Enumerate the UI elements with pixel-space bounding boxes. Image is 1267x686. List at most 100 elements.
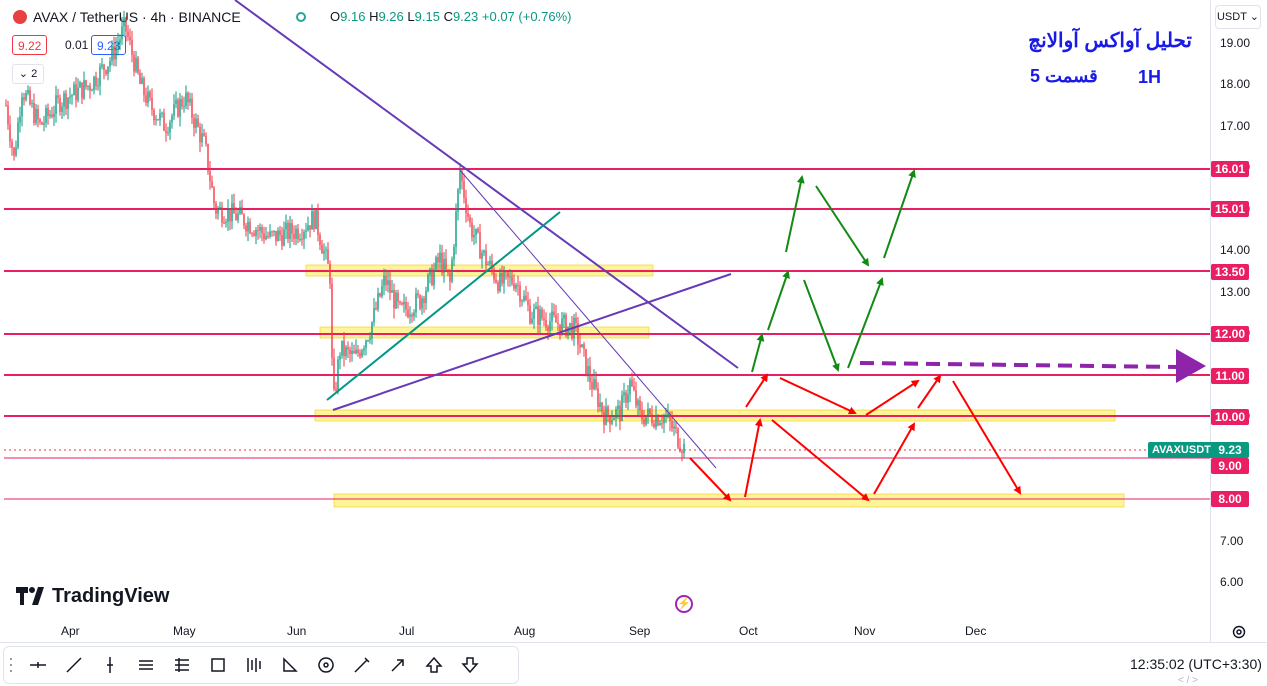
pager-control[interactable]: < / > [1178,675,1199,686]
trendline-icon [66,657,82,673]
candle-body [17,122,19,148]
candle-body [183,106,185,108]
candle-body [605,406,607,425]
candle-body [341,340,343,356]
candle-body [557,322,559,325]
candle-body [505,271,507,273]
candle-body [63,93,65,107]
red-scenario-arrow [865,379,920,416]
candle-body [463,180,465,198]
support-trendline [326,211,561,401]
candle-body [253,233,255,236]
arrow-down-tool-button[interactable] [452,650,488,680]
price-axis-divider [1210,0,1211,642]
candle-body [657,415,659,426]
candle-body [41,122,43,125]
candle-body [511,276,513,284]
drag-handle-icon[interactable] [8,655,14,675]
candle-body [377,293,379,310]
candle-body [611,420,613,424]
candle-body [367,340,369,342]
candle-body [143,78,145,96]
parallel-channel-tool-button[interactable] [128,650,164,680]
gear-icon[interactable] [1231,624,1247,640]
candle-body [673,426,675,429]
candle-body [659,423,661,426]
candle-body [451,259,453,282]
candle-body [373,308,375,323]
sell-price-button[interactable]: 9.22 [12,35,48,55]
arrow-up-tool-button[interactable] [416,650,452,680]
regression-tool-button[interactable] [164,650,200,680]
crosshair-tool-button[interactable] [20,650,56,680]
candle-body [9,124,11,142]
candle-body [533,308,535,319]
candle-body [45,108,47,123]
brush-tool-button[interactable] [344,650,380,680]
candle-body [515,284,517,289]
candle-body [29,89,31,105]
candle-body [139,72,141,84]
vertical-line-tool-button[interactable] [92,650,128,680]
candle-body [485,250,487,266]
candle-body [395,292,397,309]
circle-tool-button[interactable] [308,650,344,680]
candle-body [449,272,451,282]
candle-body [425,290,427,304]
candle-body [285,222,287,230]
green-scenario-arrow [785,175,805,253]
candle-body [39,119,41,123]
candle-body [517,284,519,286]
candle-body [411,314,413,317]
candle-body [157,119,159,121]
candle-body [167,132,169,134]
tradingview-logo[interactable]: TradingView [16,584,169,608]
candle-body [569,322,571,327]
pattern-tool-button[interactable] [236,650,272,680]
circle-icon [318,657,334,673]
candle-body [331,283,333,358]
price-axis-label: 19.00 [1220,36,1251,50]
candle-body [95,76,97,86]
candle-body [67,97,69,109]
candle-body [165,130,167,133]
candle-body [87,85,89,87]
candle-body [275,230,277,242]
candle-body [169,122,171,133]
candle-body [419,295,421,309]
currency-select[interactable]: USDT ⌄ [1215,5,1261,29]
candle-body [587,366,589,375]
candle-body [617,405,619,410]
candle-body [21,97,23,117]
trendline-tool-button[interactable] [56,650,92,680]
candle-body [91,90,93,92]
candle-body [321,245,323,254]
chart-canvas[interactable] [0,0,1210,642]
symbol-title[interactable]: AVAX / TetherUS · 4h · BINANCE [33,9,241,25]
candle-body [323,250,325,254]
candle-body [79,82,81,88]
candle-body [43,122,45,125]
candle-body [25,92,27,100]
candle-body [289,223,291,240]
red-scenario-arrow [779,377,857,415]
arrow-tool-button[interactable] [380,650,416,680]
candle-body [447,269,449,273]
clock-timezone[interactable]: 12:35:02 (UTC+3:30) [1130,656,1262,672]
rectangle-tool-button[interactable] [200,650,236,680]
candle-body [75,84,77,101]
candle-body [89,85,91,91]
spread-value: 0.01 [65,38,89,52]
crosshair-icon [30,662,46,668]
candle-body [329,263,331,284]
candle-body [401,302,403,305]
rectangle-icon [211,658,225,672]
candle-body [405,302,407,310]
lightning-icon[interactable]: ⚡ [675,595,693,613]
candle-body [263,233,265,240]
candle-body [637,400,639,406]
indicators-toggle-button[interactable]: ⌄ 2 [12,64,44,84]
triangle-tool-button[interactable] [272,650,308,680]
candle-body [671,421,673,429]
tradingview-logo-icon [16,587,44,605]
